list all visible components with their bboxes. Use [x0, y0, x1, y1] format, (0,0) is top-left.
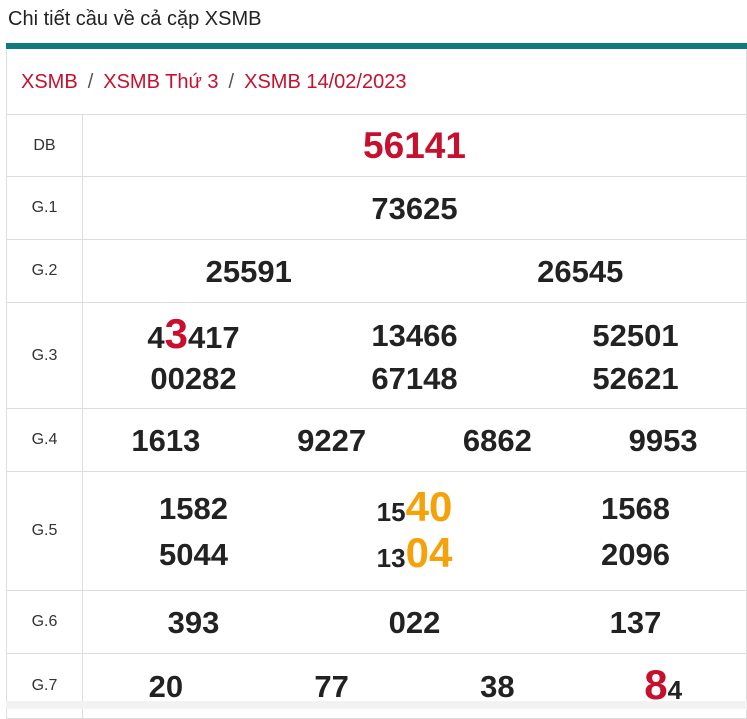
prize-number: 9953: [628, 422, 698, 458]
prize-number: 52501: [592, 317, 679, 353]
highlight-digit: 3: [164, 310, 188, 357]
prize-number-highlighted: 84: [644, 664, 683, 706]
prize-numbers-cell: 25591 26545: [82, 239, 747, 303]
breadcrumb-separator: /: [228, 70, 235, 93]
prize-row-g6: G.6 393 022 137: [6, 590, 747, 654]
prize-number: 20: [148, 668, 184, 704]
prize-number: 13466: [371, 317, 458, 353]
prize-number: 25591: [205, 253, 292, 289]
digit-group: 417: [187, 320, 240, 355]
prize-number: 52621: [592, 361, 679, 396]
highlight-digit: 8: [644, 661, 668, 708]
breadcrumb: XSMB / XSMB Thứ 3 / XSMB 14/02/2023: [6, 50, 747, 114]
prize-label: G.3: [6, 302, 83, 409]
prize-number: 2096: [601, 536, 670, 572]
prize-numbers-cell: 73625: [82, 176, 747, 240]
prize-label: G.4: [6, 408, 83, 472]
breadcrumb-link-xsmb-thu-3[interactable]: XSMB Thứ 3: [103, 70, 219, 93]
prize-numbers-cell: 1582 1540 1568 5044 1304 2096: [82, 471, 747, 591]
prize-number: 1613: [131, 422, 201, 458]
prize-number: 67148: [371, 361, 458, 396]
prize-number: 1568: [601, 490, 670, 526]
special-prize-number: 56141: [363, 125, 466, 166]
prize-number: 022: [388, 604, 441, 640]
prize-number-highlighted: 43417: [147, 313, 240, 355]
prize-row-db: DB 56141: [6, 114, 747, 177]
digit-group: 4: [667, 675, 683, 705]
highlight-digits: 04: [405, 529, 453, 576]
prize-row-g4: G.4 1613 9227 6862 9953: [6, 408, 747, 472]
page-title: Chi tiết cầu về cả cặp XSMB: [8, 8, 262, 30]
prize-number-highlighted: 1304: [376, 532, 453, 574]
prize-row-g2: G.2 25591 26545: [6, 239, 747, 303]
prize-number-highlighted: 1540: [376, 486, 453, 528]
prize-row-g3: G.3 43417 13466 52501 00282 67148 52621: [6, 302, 747, 409]
highlight-digits: 40: [405, 483, 453, 530]
digit-group: 13: [376, 543, 406, 573]
prize-row-g5: G.5 1582 1540 1568 5044 1304 2096: [6, 471, 747, 591]
breadcrumb-link-xsmb-date[interactable]: XSMB 14/02/2023: [244, 70, 407, 93]
prize-number: 5044: [159, 536, 228, 572]
footer-divider: [6, 701, 747, 709]
digit-group: 4: [147, 320, 165, 355]
title-divider: [6, 43, 747, 49]
prize-label: G.5: [6, 471, 83, 591]
prize-numbers-cell: 56141: [82, 114, 747, 177]
prize-number: 6862: [462, 422, 532, 458]
prize-label: G.1: [6, 176, 83, 240]
prize-numbers-cell: 393 022 137: [82, 590, 747, 654]
prize-number: 00282: [150, 361, 237, 396]
results-table: DB 56141 G.1 73625 G.2 25591 26545: [6, 114, 747, 719]
prize-label: G.2: [6, 239, 83, 303]
prize-number: 77: [314, 668, 349, 704]
breadcrumb-separator: /: [87, 70, 94, 93]
prize-number: 38: [480, 668, 515, 704]
prize-number: 26545: [537, 253, 624, 289]
prize-label: G.6: [6, 590, 83, 654]
prize-label: DB: [6, 114, 83, 177]
digit-group: 15: [376, 497, 406, 527]
prize-numbers-cell: 1613 9227 6862 9953: [82, 408, 747, 472]
prize-number: 73625: [371, 190, 458, 226]
prize-number: 1582: [159, 490, 228, 526]
prize-row-g1: G.1 73625: [6, 176, 747, 240]
prize-number: 137: [609, 604, 662, 640]
breadcrumb-link-xsmb[interactable]: XSMB: [21, 70, 78, 93]
prize-number: 393: [167, 604, 220, 640]
prize-number: 9227: [297, 422, 367, 458]
prize-numbers-cell: 43417 13466 52501 00282 67148 52621: [82, 302, 747, 409]
